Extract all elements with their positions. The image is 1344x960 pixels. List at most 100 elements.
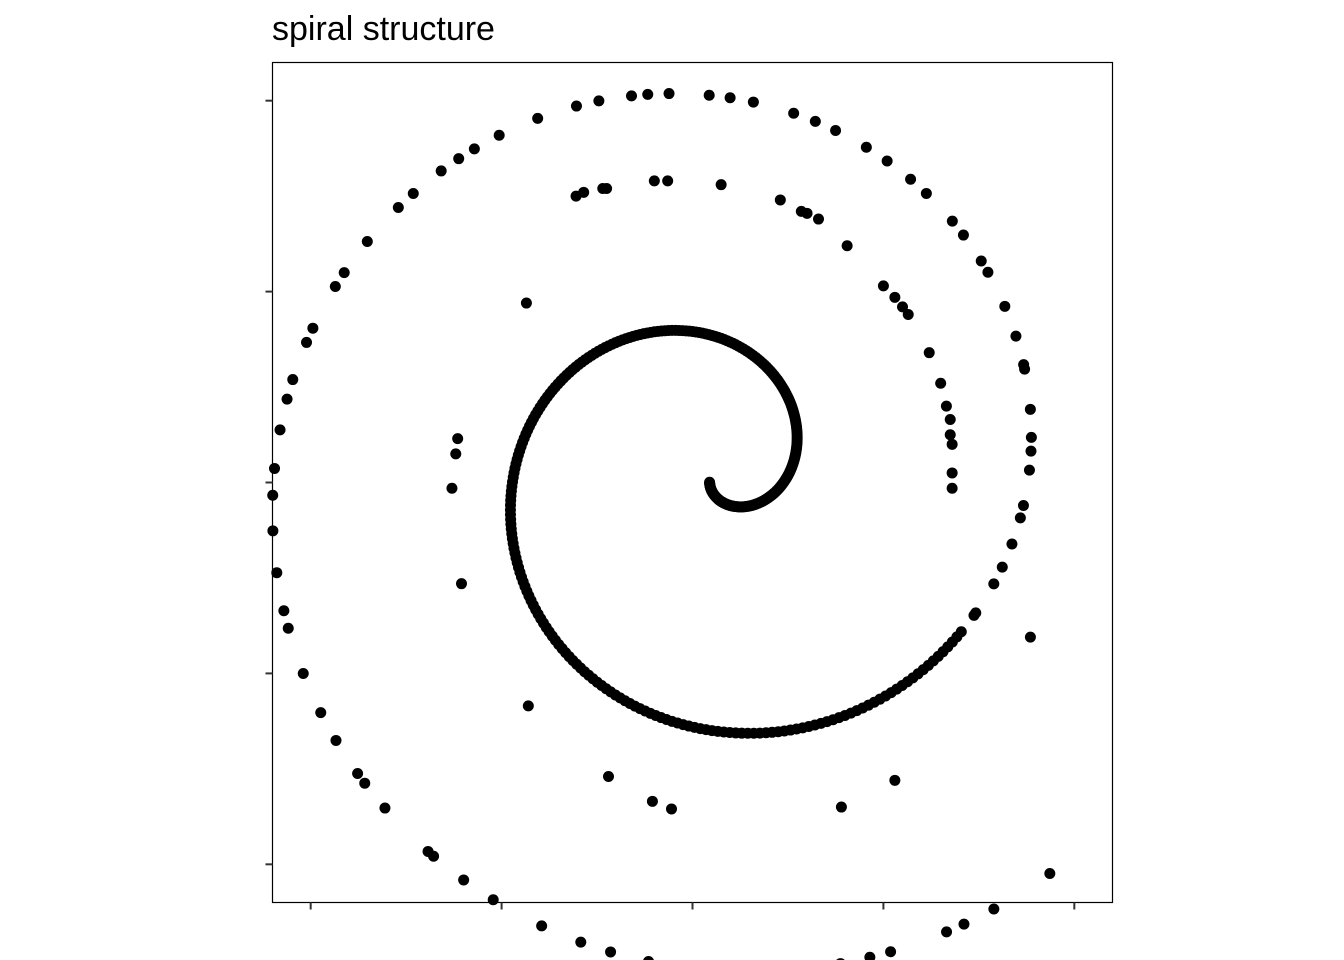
data-point xyxy=(841,240,853,252)
data-point xyxy=(593,95,605,107)
data-point xyxy=(889,291,901,303)
data-points xyxy=(267,88,1056,960)
data-point xyxy=(864,951,876,960)
data-point xyxy=(287,374,299,386)
data-point xyxy=(902,309,914,320)
data-point xyxy=(269,462,281,474)
data-point xyxy=(830,124,842,136)
data-point xyxy=(271,567,283,579)
data-point xyxy=(889,774,901,786)
chart-title: spiral structure xyxy=(272,10,495,48)
data-point xyxy=(885,946,897,958)
data-point xyxy=(877,280,889,292)
data-point xyxy=(338,267,350,279)
data-point xyxy=(944,429,956,441)
data-point xyxy=(946,215,958,227)
data-point xyxy=(940,400,952,412)
data-point xyxy=(1010,330,1022,342)
data-point xyxy=(453,153,465,165)
data-point xyxy=(1024,403,1036,415)
data-point xyxy=(999,300,1011,312)
data-point xyxy=(428,850,440,862)
data-point xyxy=(361,235,373,247)
data-point xyxy=(881,155,893,167)
data-point xyxy=(835,801,847,813)
data-point xyxy=(905,173,917,185)
data-point xyxy=(1025,445,1037,457)
data-point xyxy=(267,525,279,537)
data-point xyxy=(315,707,327,719)
data-point xyxy=(946,482,958,494)
data-point xyxy=(648,175,660,187)
data-point xyxy=(532,112,544,124)
data-point xyxy=(813,213,824,225)
data-point xyxy=(1044,867,1056,879)
data-point xyxy=(809,115,821,127)
data-point xyxy=(452,433,464,445)
y-axis xyxy=(265,99,273,866)
data-point xyxy=(522,700,534,712)
data-point xyxy=(329,281,341,293)
data-point xyxy=(897,301,908,313)
data-point xyxy=(860,141,872,153)
data-point xyxy=(1006,538,1018,550)
data-point xyxy=(297,667,309,679)
data-point xyxy=(1024,631,1036,643)
data-point xyxy=(570,100,582,112)
data-point xyxy=(520,297,532,309)
data-point xyxy=(626,90,638,102)
data-point xyxy=(407,188,419,200)
data-point xyxy=(493,129,505,141)
data-point xyxy=(603,771,614,782)
data-point xyxy=(392,201,404,213)
data-point xyxy=(946,438,958,450)
data-point xyxy=(663,88,675,100)
data-point xyxy=(941,926,953,938)
data-point xyxy=(955,626,967,638)
data-point xyxy=(278,605,290,617)
data-point xyxy=(715,179,727,191)
data-point xyxy=(1025,431,1037,443)
data-point xyxy=(646,795,658,807)
data-point xyxy=(957,229,969,241)
data-point xyxy=(801,207,813,219)
data-point xyxy=(988,578,1000,590)
data-point xyxy=(996,561,1008,573)
data-point xyxy=(975,255,987,267)
data-point xyxy=(274,424,286,436)
data-point xyxy=(578,186,590,198)
data-point xyxy=(435,165,447,177)
x-axis xyxy=(309,902,1076,910)
data-point xyxy=(642,88,654,100)
data-point xyxy=(662,175,674,187)
data-point xyxy=(1017,499,1029,511)
data-point xyxy=(923,347,935,359)
data-point xyxy=(536,920,548,932)
data-point xyxy=(982,266,994,278)
data-point xyxy=(379,802,391,814)
data-point xyxy=(575,936,587,948)
data-point xyxy=(487,894,499,906)
data-point xyxy=(450,448,462,460)
data-point xyxy=(468,143,480,155)
data-point xyxy=(666,803,677,815)
data-point xyxy=(307,322,319,334)
data-point xyxy=(458,874,470,886)
data-point xyxy=(920,187,932,199)
data-point xyxy=(724,92,736,104)
data-point xyxy=(301,336,313,348)
data-point xyxy=(643,955,654,960)
data-point xyxy=(282,622,294,634)
data-point xyxy=(988,903,1000,915)
data-point xyxy=(330,734,342,746)
data-point xyxy=(601,183,613,194)
data-point xyxy=(456,578,467,590)
data-point xyxy=(958,918,970,930)
data-point xyxy=(352,767,364,779)
data-point xyxy=(446,482,458,494)
data-point xyxy=(1023,464,1035,476)
data-point xyxy=(281,393,293,405)
data-point xyxy=(970,607,982,619)
data-point xyxy=(788,107,800,119)
